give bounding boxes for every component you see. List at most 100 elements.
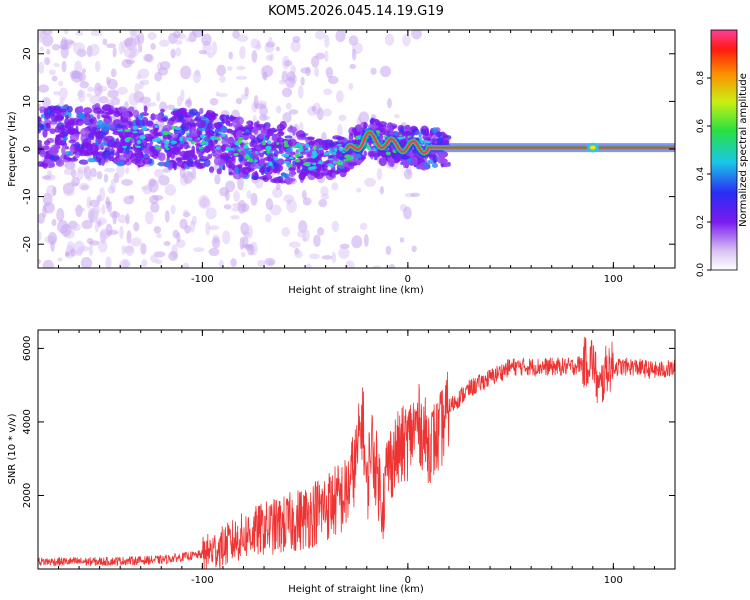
spectrogram-blob: [68, 139, 77, 144]
spectrogram-blob: [411, 30, 423, 40]
spectrogram-blob: [188, 122, 197, 127]
spectrogram-blob: [196, 130, 202, 135]
spectrogram-blob: [128, 106, 135, 113]
spectrogram-blob: [327, 75, 339, 85]
spectrogram-blob: [87, 108, 93, 113]
spectrogram-blob: [339, 168, 347, 178]
spectrogram-blob: [195, 117, 202, 121]
spectrogram-blob: [331, 151, 337, 155]
spectrogram-blob: [88, 244, 94, 256]
spectrogram-blob: [224, 134, 229, 142]
spectrogram-blob: [288, 109, 299, 115]
colorbar-ticks: 0.0 0.2 0.4 0.6 0.8: [696, 71, 711, 278]
spectrogram-blob: [298, 147, 304, 153]
spectrogram-blob: [259, 158, 266, 167]
spectrogram-blob: [198, 158, 205, 162]
spectrogram-blobs: [38, 30, 452, 268]
spectrogram-blob: [284, 59, 293, 67]
spectrogram-blob: [52, 186, 57, 196]
spectrogram-blob: [110, 90, 118, 97]
spectrogram-blob: [323, 88, 333, 96]
spectrogram-blob: [116, 163, 125, 178]
spectrogram-blob: [379, 65, 392, 78]
spectrogram-blob: [112, 47, 117, 58]
spectrogram-blob: [68, 157, 79, 162]
spectrogram-blob: [436, 137, 444, 144]
spectrogram-blob: [43, 107, 49, 117]
spectrogram-blob: [236, 34, 249, 42]
spectrogram-blob: [277, 150, 284, 154]
spectrogram-blob: [223, 204, 232, 210]
spectrogram-blob: [128, 53, 136, 60]
spectrogram-blob: [117, 214, 128, 224]
spectrogram-blob: [219, 75, 226, 83]
spectrogram-blob: [244, 86, 249, 97]
x-tick-label: 0: [405, 575, 411, 586]
spectrogram-blob: [266, 167, 270, 173]
spectrogram-blob: [266, 149, 271, 154]
spectrogram-blob: [56, 208, 65, 222]
spectrogram-blob: [107, 185, 116, 194]
spectrogram-blob: [163, 241, 171, 247]
spectrogram-blob: [126, 136, 132, 140]
spectrogram-blob: [356, 124, 361, 130]
spectrogram-blob: [38, 230, 42, 242]
spectrogram-blob: [324, 50, 329, 62]
spectrogram-blob: [329, 164, 335, 168]
spectrogram-blob: [126, 230, 132, 244]
spectrogram-blob: [99, 230, 106, 243]
y-tick-label: -20: [22, 236, 33, 252]
spectrogram-blob: [194, 159, 201, 166]
spectrogram-blob: [379, 185, 384, 195]
spectrogram-blob: [285, 147, 293, 153]
spectrogram-blob: [233, 190, 240, 203]
spectrogram-blob: [275, 183, 281, 191]
spectrogram-blob: [355, 153, 362, 159]
spectrogram-blob: [217, 92, 228, 98]
colorbar-tick-label: 0.0: [696, 263, 706, 278]
spectrogram-blob: [282, 112, 292, 123]
spectrogram-blob: [175, 39, 183, 45]
spectrogram-blob: [63, 168, 76, 176]
spectrogram-blob: [53, 62, 60, 67]
spectrogram-blob: [173, 146, 182, 152]
spectrogram-blob: [41, 175, 52, 180]
spectrogram-blob: [324, 34, 330, 48]
spectrogram-blob: [226, 146, 231, 150]
spectrogram-blob: [124, 129, 130, 133]
spectrogram-blob: [262, 71, 268, 81]
spectrogram-blob: [207, 52, 214, 59]
spectrogram-blob: [310, 155, 317, 159]
spectrogram-blob: [224, 189, 230, 201]
spectrogram-blob: [278, 180, 287, 184]
spectrogram-blob: [205, 221, 211, 236]
spectrogram-blob: [152, 153, 159, 159]
spectrogram-blob: [340, 30, 346, 39]
spectrogram-blob: [302, 197, 312, 206]
spectrogram-blob: [121, 244, 126, 255]
spectrogram-blob: [38, 84, 50, 93]
spectrogram-blob: [243, 142, 250, 145]
spectrogram-blob: [121, 178, 133, 186]
spectrogram-blob: [54, 125, 60, 133]
spectrogram-blob: [96, 171, 103, 180]
spectrogram-blob: [158, 174, 170, 186]
y-tick-label: 20: [22, 47, 33, 60]
spectrogram-blob: [133, 221, 140, 232]
spectrogram-blob: [164, 140, 170, 144]
spectrogram-blob: [125, 167, 130, 175]
spectrogram-blob: [38, 122, 44, 131]
spectrogram-blob: [95, 60, 101, 73]
spectrogram-blob: [141, 125, 148, 131]
spectrogram-blob: [221, 133, 226, 137]
spectrogram-blob: [115, 160, 124, 167]
spectrogram-blob: [378, 157, 387, 167]
spectrogram-blob: [390, 158, 395, 168]
spectrogram-blob: [75, 31, 84, 36]
spectrogram-blob: [318, 198, 328, 208]
spectrogram-blob: [221, 138, 231, 146]
spectrogram-blob: [229, 147, 235, 151]
spectrogram-blob: [99, 187, 106, 202]
spectrogram-blob: [300, 76, 305, 86]
spectrogram-blob: [108, 155, 115, 162]
